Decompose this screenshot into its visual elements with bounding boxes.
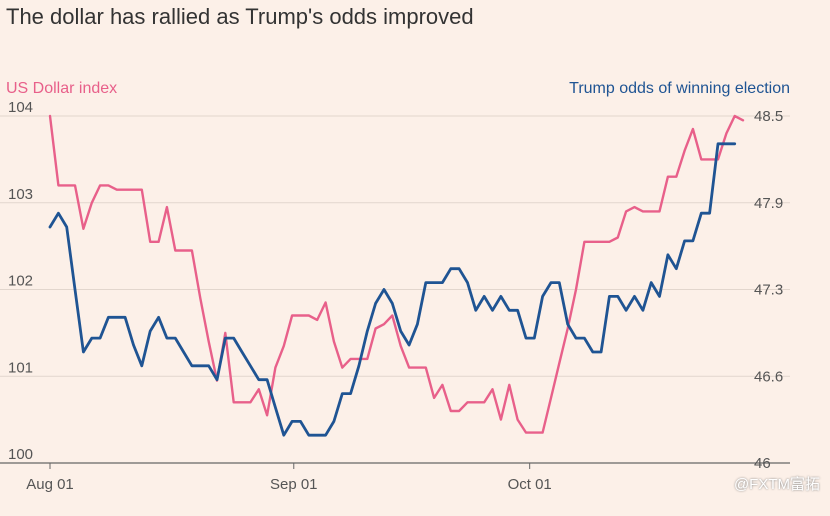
right-tick-label: 47.9	[754, 195, 783, 212]
right-tick-label: 47.3	[754, 282, 783, 299]
right-tick-label: 48.5	[754, 108, 783, 125]
left-tick-label: 100	[8, 446, 33, 463]
series-lines	[48, 114, 745, 437]
x-axis-ticks	[49, 463, 531, 469]
left-tick-label: 104	[8, 99, 33, 116]
right-axis-title: Trump odds of winning election	[569, 80, 790, 97]
trump-odds-line	[48, 142, 737, 437]
left-tick-label: 101	[8, 359, 33, 376]
left-axis-title: US Dollar index	[6, 80, 118, 97]
left-tick-label: 103	[8, 186, 33, 203]
left-tick-label: 102	[8, 273, 33, 290]
x-tick-label: Sep 01	[270, 476, 318, 493]
chart-title: The dollar has rallied as Trump's odds i…	[6, 4, 474, 29]
tick-labels: 100 46 101 46.6 102 47.3 103 47.9 104 48.5 Aug 01 S…	[8, 99, 783, 493]
watermark-label: @FXTM富拓	[733, 476, 820, 493]
right-tick-label: 46.6	[754, 368, 783, 385]
x-tick-label: Oct 01	[508, 476, 552, 493]
dollar-index-line	[48, 114, 745, 434]
gridlines	[0, 115, 790, 464]
right-tick-label: 46	[754, 455, 771, 472]
x-tick-label: Aug 01	[26, 476, 74, 493]
